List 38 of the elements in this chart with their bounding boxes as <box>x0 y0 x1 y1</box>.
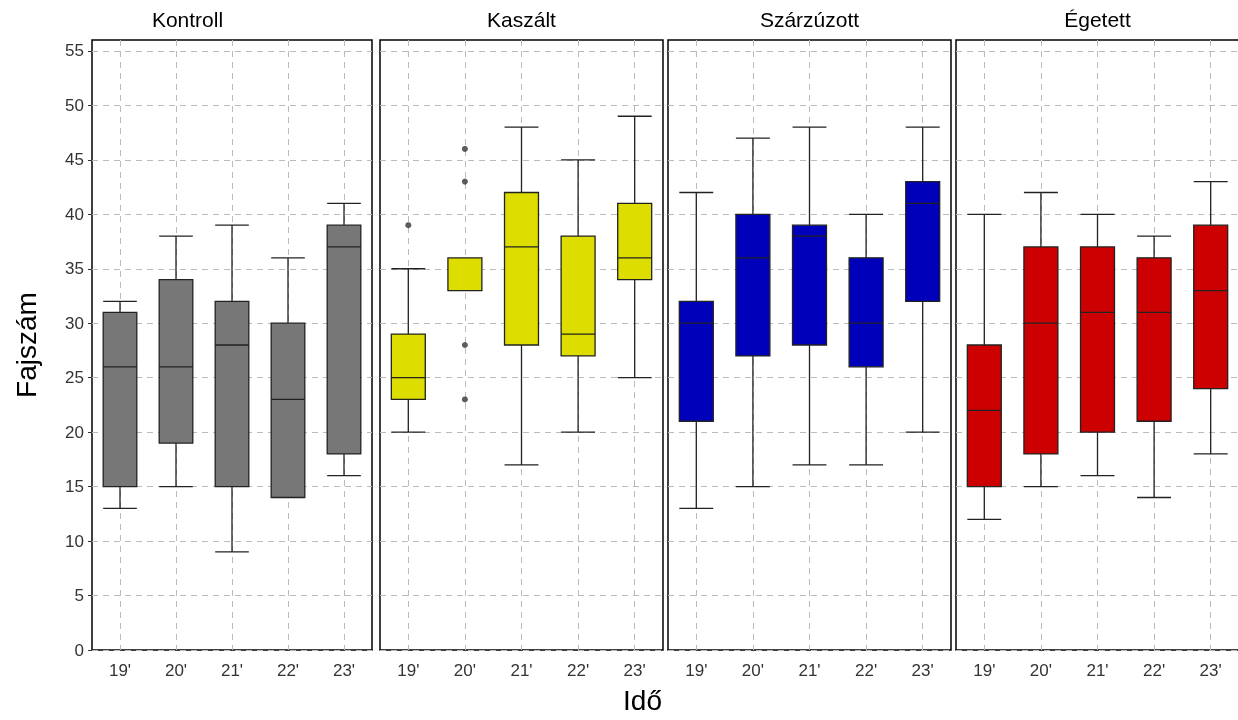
x-tick-label: 19' <box>685 661 708 680</box>
y-tick-label: 35 <box>65 259 84 279</box>
y-axis-title: Fajszám <box>10 292 42 398</box>
x-tick-label: 20' <box>164 661 188 680</box>
x-tick-label: 20' <box>741 661 764 680</box>
x-tick-label: 19' <box>973 661 996 680</box>
x-tick-label: 23' <box>1199 661 1222 680</box>
y-tick-label: 10 <box>65 531 84 551</box>
x-tick-label: 20' <box>1029 661 1052 680</box>
x-tick-label: 22' <box>276 661 300 680</box>
x-tick-label: 23' <box>623 661 646 680</box>
chart-title: Kontroll <box>151 8 224 31</box>
y-tick-label: 40 <box>65 204 84 224</box>
x-tick-label: 23' <box>332 661 356 680</box>
y-tick-label: 25 <box>65 368 84 388</box>
y-tick-label: 5 <box>74 586 84 606</box>
y-tick-label: 45 <box>65 150 84 170</box>
x-tick-label: 23' <box>911 661 934 680</box>
chart-title: Szárzúzott <box>759 8 860 31</box>
y-tick-label: 55 <box>65 41 84 61</box>
y-tick-label: 15 <box>65 477 84 497</box>
x-tick-label: 22' <box>855 661 878 680</box>
chart-title: Kaszált <box>487 8 557 31</box>
x-axis-title: Idő <box>623 684 663 716</box>
y-tick-label: 0 <box>74 640 84 660</box>
y-tick-label: 20 <box>65 422 84 442</box>
x-tick-label: 22' <box>1143 661 1166 680</box>
x-tick-label: 19' <box>108 661 132 680</box>
y-tick-label: 50 <box>65 95 84 115</box>
x-tick-label: 22' <box>567 661 590 680</box>
x-tick-label: 21' <box>220 661 244 680</box>
x-tick-label: 19' <box>397 661 420 680</box>
x-tick-label: 20' <box>453 661 476 680</box>
x-tick-label: 21' <box>510 661 533 680</box>
x-tick-label: 21' <box>798 661 821 680</box>
y-tick-label: 30 <box>65 313 84 333</box>
x-tick-label: 21' <box>1086 661 1109 680</box>
chart-title: Égetett <box>1064 8 1131 31</box>
